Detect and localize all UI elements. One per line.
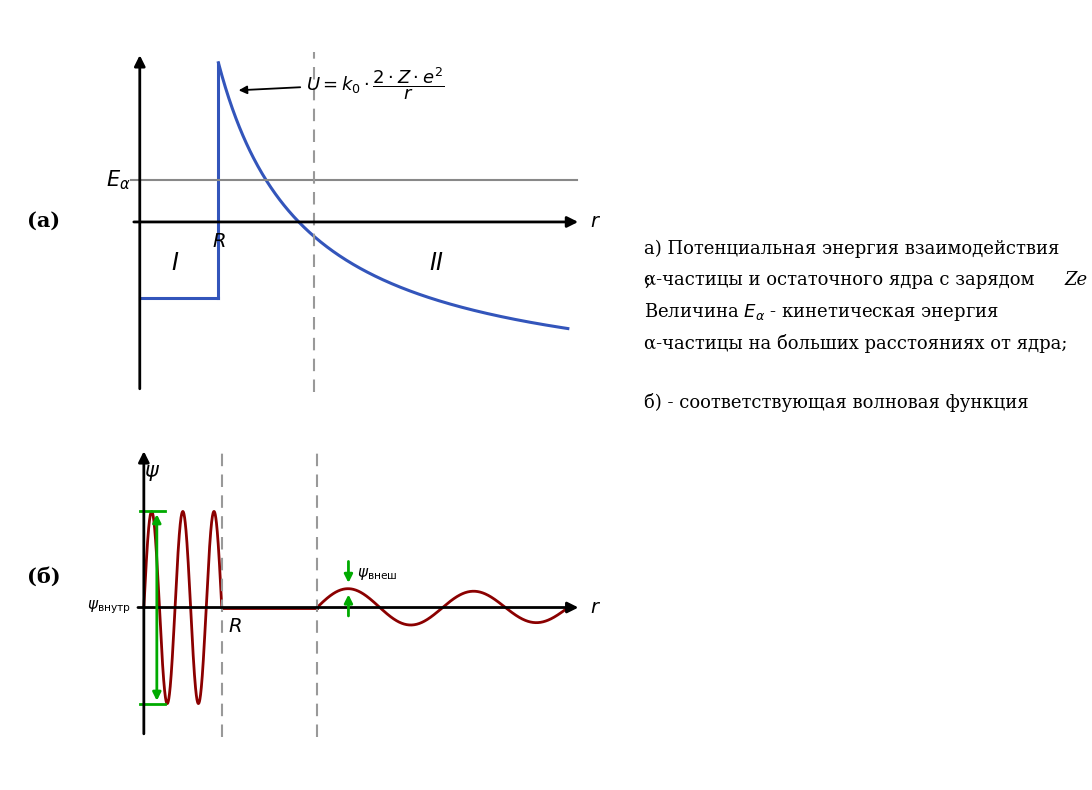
Text: $R$: $R$ bbox=[212, 232, 225, 251]
Text: $\psi_{\mathsf{\text{внеш}}}$: $\psi_{\mathsf{\text{внеш}}}$ bbox=[357, 566, 397, 581]
Text: (а): (а) bbox=[27, 211, 60, 231]
Text: $R$: $R$ bbox=[228, 616, 242, 635]
Text: Величина $E_{\alpha}$ - кинетическая энергия: Величина $E_{\alpha}$ - кинетическая эне… bbox=[644, 301, 999, 323]
Text: $E_{\alpha}$: $E_{\alpha}$ bbox=[106, 168, 131, 192]
Text: а) Потенциальная энергия взаимодействия: а) Потенциальная энергия взаимодействия bbox=[644, 239, 1059, 258]
Text: $I$: $I$ bbox=[170, 251, 179, 276]
Text: $\psi_{\mathsf{\text{внутр}}}$: $\psi_{\mathsf{\text{внутр}}}$ bbox=[86, 599, 131, 616]
Text: ;: ; bbox=[644, 273, 651, 290]
Text: Ze: Ze bbox=[1065, 272, 1088, 289]
Text: $r$: $r$ bbox=[590, 213, 601, 231]
Text: α-частицы и остаточного ядра с зарядом: α-частицы и остаточного ядра с зарядом bbox=[644, 272, 1041, 289]
Text: б) - соответствующая волновая функция: б) - соответствующая волновая функция bbox=[644, 393, 1029, 412]
Text: $U = k_0 \cdot \dfrac{2 \cdot Z \cdot e^2}{r}$: $U = k_0 \cdot \dfrac{2 \cdot Z \cdot e^… bbox=[240, 65, 444, 102]
Text: $r$: $r$ bbox=[590, 598, 601, 617]
Text: $\psi$: $\psi$ bbox=[144, 464, 159, 483]
Text: α-частицы на больших расстояниях от ядра;: α-частицы на больших расстояниях от ядра… bbox=[644, 334, 1068, 353]
Text: (б): (б) bbox=[27, 566, 60, 587]
Text: $II$: $II$ bbox=[429, 251, 444, 276]
